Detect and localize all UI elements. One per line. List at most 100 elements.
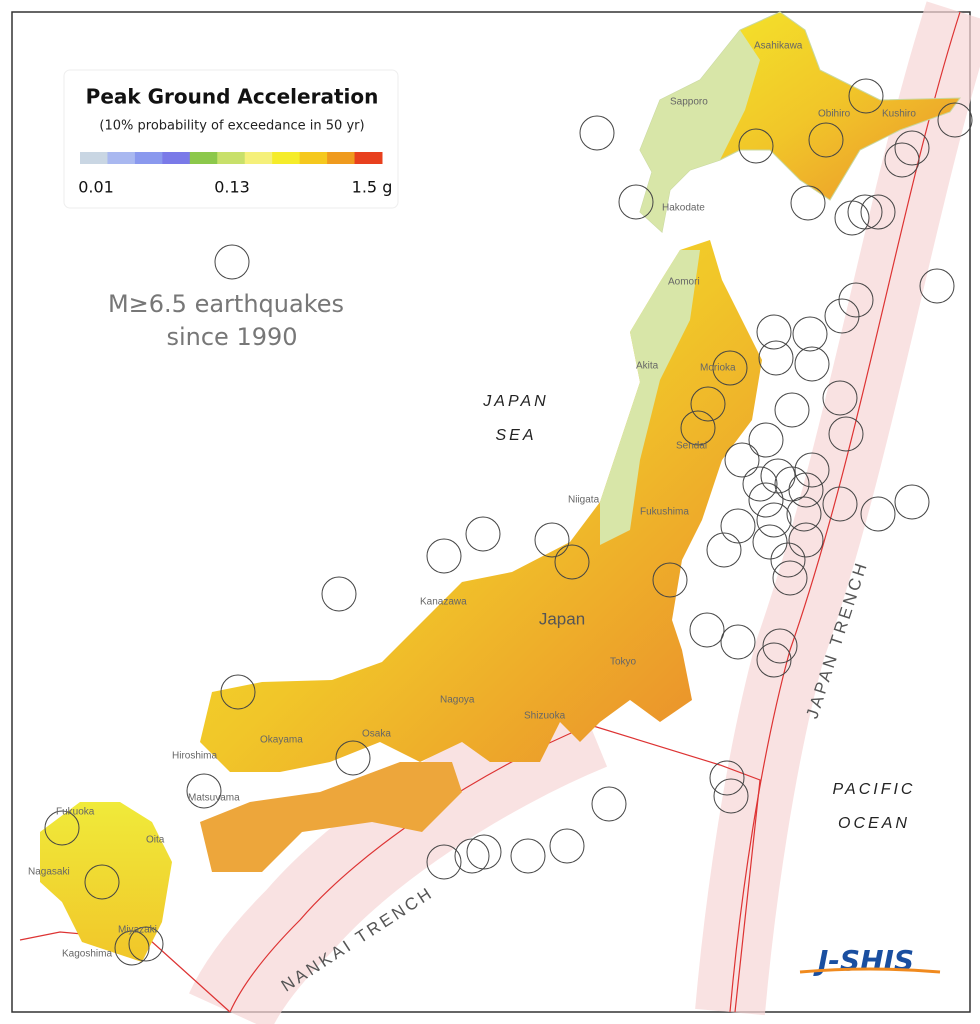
quake-circle	[786, 496, 822, 532]
quake-circle	[847, 194, 883, 230]
legend: Peak Ground Acceleration (10% probabilit…	[63, 69, 399, 209]
quake-circle	[848, 78, 884, 114]
city: Kushiro	[882, 109, 916, 120]
country-label: Japan	[539, 609, 585, 628]
quake-circle	[724, 442, 760, 478]
legend-swatch	[299, 152, 328, 164]
quake-circle	[774, 392, 810, 428]
city: Nagasaki	[28, 867, 70, 878]
legend-scale	[80, 152, 383, 164]
quake-circle	[770, 542, 806, 578]
quake-circle	[220, 674, 256, 710]
legend-swatch	[162, 152, 191, 164]
quake-circle	[554, 544, 590, 580]
quake-circle	[652, 562, 688, 598]
quake-legend-circle	[214, 244, 250, 280]
quake-circle	[748, 482, 784, 518]
quake-circle	[748, 422, 784, 458]
legend-title: Peak Ground Acceleration	[86, 85, 379, 109]
city: Miyazaki	[118, 925, 157, 936]
land	[40, 11, 961, 962]
city: Akita	[636, 361, 659, 372]
earthquake-circles	[44, 78, 973, 966]
legend-swatch	[327, 152, 356, 164]
trench-bands	[19, 1, 980, 1024]
quake-circle	[114, 930, 150, 966]
quake-circle	[709, 760, 745, 796]
quake-circle	[720, 624, 756, 660]
quake-circle	[689, 612, 725, 648]
quake-circle	[534, 522, 570, 558]
city: Sapporo	[670, 97, 708, 108]
quake-circle	[894, 130, 930, 166]
quake-circle	[549, 828, 585, 864]
quake-circle	[465, 516, 501, 552]
quake-circle	[335, 740, 371, 776]
sea-label: SEA	[495, 427, 536, 444]
city: Niigata	[568, 495, 600, 506]
quake-circle	[579, 115, 615, 151]
quake-circle	[860, 496, 896, 532]
ocean-label: PACIFIC	[833, 781, 916, 798]
quake-circle	[720, 508, 756, 544]
quake-circle	[788, 472, 824, 508]
quake-circle	[822, 380, 858, 416]
quake-circle	[510, 838, 546, 874]
legend-box	[63, 69, 399, 209]
city: Nagoya	[440, 695, 475, 706]
quake-circle	[706, 532, 742, 568]
quake-circle	[860, 194, 896, 230]
quake-circle	[808, 122, 844, 158]
legend-swatch	[244, 152, 273, 164]
quake-circle	[756, 502, 792, 538]
quake-note: M≥6.5 earthquakes	[108, 290, 344, 318]
honshu	[200, 240, 762, 772]
quake-circle	[838, 282, 874, 318]
legend-swatch	[107, 152, 136, 164]
quake-circle	[772, 560, 808, 596]
ocean-label: OCEAN	[838, 815, 910, 832]
legend-swatch	[80, 152, 108, 164]
quake-circle	[712, 350, 748, 386]
city: Oita	[146, 835, 165, 846]
quake-circle	[186, 773, 222, 809]
city: Kanazawa	[420, 597, 467, 608]
quake-circle	[84, 864, 120, 900]
city: Hiroshima	[172, 751, 217, 762]
quake-circle	[756, 642, 792, 678]
city: Matsuyama	[188, 793, 240, 804]
quake-circle	[690, 386, 726, 422]
city: Okayama	[260, 735, 303, 746]
legend-subtitle: (10% probability of exceedance in 50 yr)	[99, 119, 364, 134]
legend-tick: 0.01	[78, 178, 114, 197]
tohoku-west	[600, 250, 700, 545]
quake-circle	[794, 452, 830, 488]
quake-circle	[762, 628, 798, 664]
legend-tick: 1.5 g	[352, 178, 393, 197]
quake-circle	[713, 778, 749, 814]
city: Kagoshima	[62, 949, 112, 960]
city: Osaka	[362, 729, 391, 740]
city: Fukushima	[640, 507, 689, 518]
city: Tokyo	[610, 657, 637, 668]
quake-circle	[44, 810, 80, 846]
quake-circle	[756, 314, 792, 350]
city: Hakodate	[662, 203, 705, 214]
quake-circle	[426, 538, 462, 574]
legend-swatch	[189, 152, 218, 164]
logo: J-SHIS	[813, 944, 914, 977]
quake-circle	[128, 926, 164, 962]
city: Shizuoka	[524, 711, 566, 722]
quake-circle	[321, 576, 357, 612]
legend-swatch	[272, 152, 301, 164]
quake-circle	[790, 185, 826, 221]
kyushu	[40, 802, 172, 962]
city: Sendai	[676, 441, 707, 452]
quake-circle	[738, 128, 774, 164]
quake-circle	[822, 486, 858, 522]
shikoku	[200, 762, 462, 872]
quake-circle	[680, 410, 716, 446]
city: Aomori	[668, 277, 700, 288]
quake-circle	[919, 268, 955, 304]
